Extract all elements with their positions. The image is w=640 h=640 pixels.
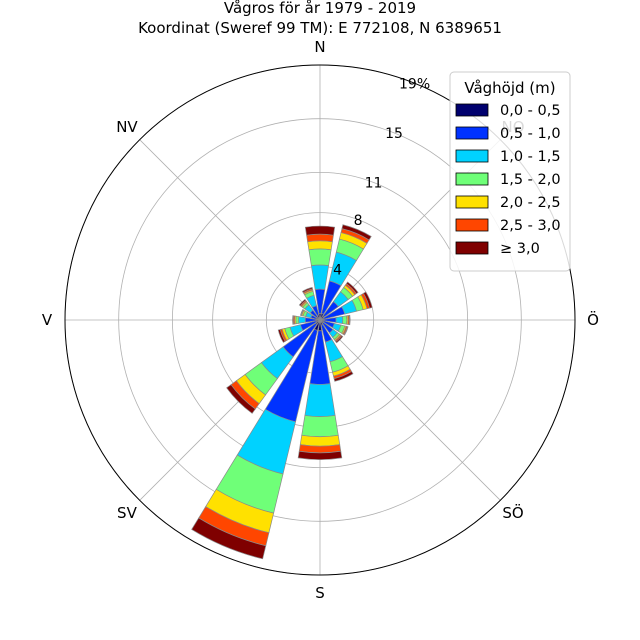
legend: Våghöjd (m) 0,0 - 0,5 0,5 - 1,0 1,0 - 1,5 1… [449,71,571,272]
radial-tick-0: 4 [333,262,342,278]
direction-label-Ö: Ö [587,310,599,329]
rose-bars [191,224,373,560]
bar-sector-0-bin-2 [310,264,330,290]
legend-swatch-4 [455,195,489,209]
legend-label-5: 2,5 - 3,0 [500,218,561,234]
radial-tick-labels: 4 8 11 15 19% [333,76,430,278]
bar-sector-8-bin-2 [304,383,336,417]
chart-subtitle: Koordinat (Sweref 99 TM): E 772108, N 63… [138,19,502,37]
legend-swatch-0 [455,103,489,117]
direction-label-V: V [42,311,53,329]
legend-label-3: 1,5 - 2,0 [500,172,561,188]
bar-sector-4-bin-2 [335,316,344,324]
bar-sector-13-bin-6 [300,308,304,316]
legend-label-0: 0,0 - 0,5 [500,103,561,119]
radial-tick-1: 8 [354,213,363,229]
bar-sector-2-bin-6 [345,281,359,295]
bar-sector-8-bin-4 [299,434,341,447]
bar-sector-8-bin-3 [301,415,339,438]
bar-sector-11-bin-6 [277,329,286,343]
bar-sector-0-bin-5 [306,233,334,243]
direction-label-NV: NV [116,118,138,136]
direction-label-SÖ: SÖ [502,503,523,522]
bar-sector-9-bin-6 [191,517,267,560]
legend-swatch-6 [455,241,489,255]
bar-sector-8-bin-5 [298,444,342,454]
legend-label-1: 0,5 - 1,0 [500,126,561,142]
radial-tick-4: 19% [399,76,430,92]
legend-swatch-3 [455,172,489,186]
bar-sector-1-bin-6 [341,224,372,241]
bar-sector-15-bin-6 [301,286,313,294]
radial-tick-2: 11 [365,176,383,192]
bar-sector-0-bin-4 [307,240,333,251]
outer-frame [64,64,576,576]
chart-title: Vågros för år 1979 - 2019 [224,0,416,17]
legend-swatch-1 [455,126,489,140]
legend-label-2: 1,0 - 1,5 [500,149,561,165]
direction-label-S: S [315,584,325,602]
bar-sector-4-bin-3 [342,315,348,325]
grid-spoke-3 [319,319,501,501]
bar-sector-10-bin-6 [226,384,256,414]
legend-title: Våghöjd (m) [464,79,555,97]
legend-swatch-2 [455,149,489,163]
direction-label-N: N [314,38,325,56]
bar-sector-7-bin-6 [333,371,354,382]
bar-sector-3-bin-6 [363,291,373,309]
bar-sector-6-bin-6 [335,335,344,344]
bar-sector-0-bin-3 [308,248,332,267]
legend-label-6: ≥ 3,0 [500,241,540,257]
bar-sector-14-bin-6 [298,298,307,307]
bar-sector-4-bin-6 [348,314,351,326]
bar-sector-12-bin-2 [298,316,306,324]
grid-spoke-7 [139,139,321,321]
bar-sector-8-bin-6 [297,450,343,460]
radial-tick-3: 15 [385,126,403,142]
legend-swatch-5 [455,218,489,232]
bar-sector-5-bin-6 [343,326,349,336]
bar-sector-0-bin-6 [304,225,336,236]
bar-sector-12-bin-6 [292,315,294,325]
direction-label-SV: SV [117,504,138,522]
legend-label-4: 2,0 - 2,5 [500,195,561,211]
